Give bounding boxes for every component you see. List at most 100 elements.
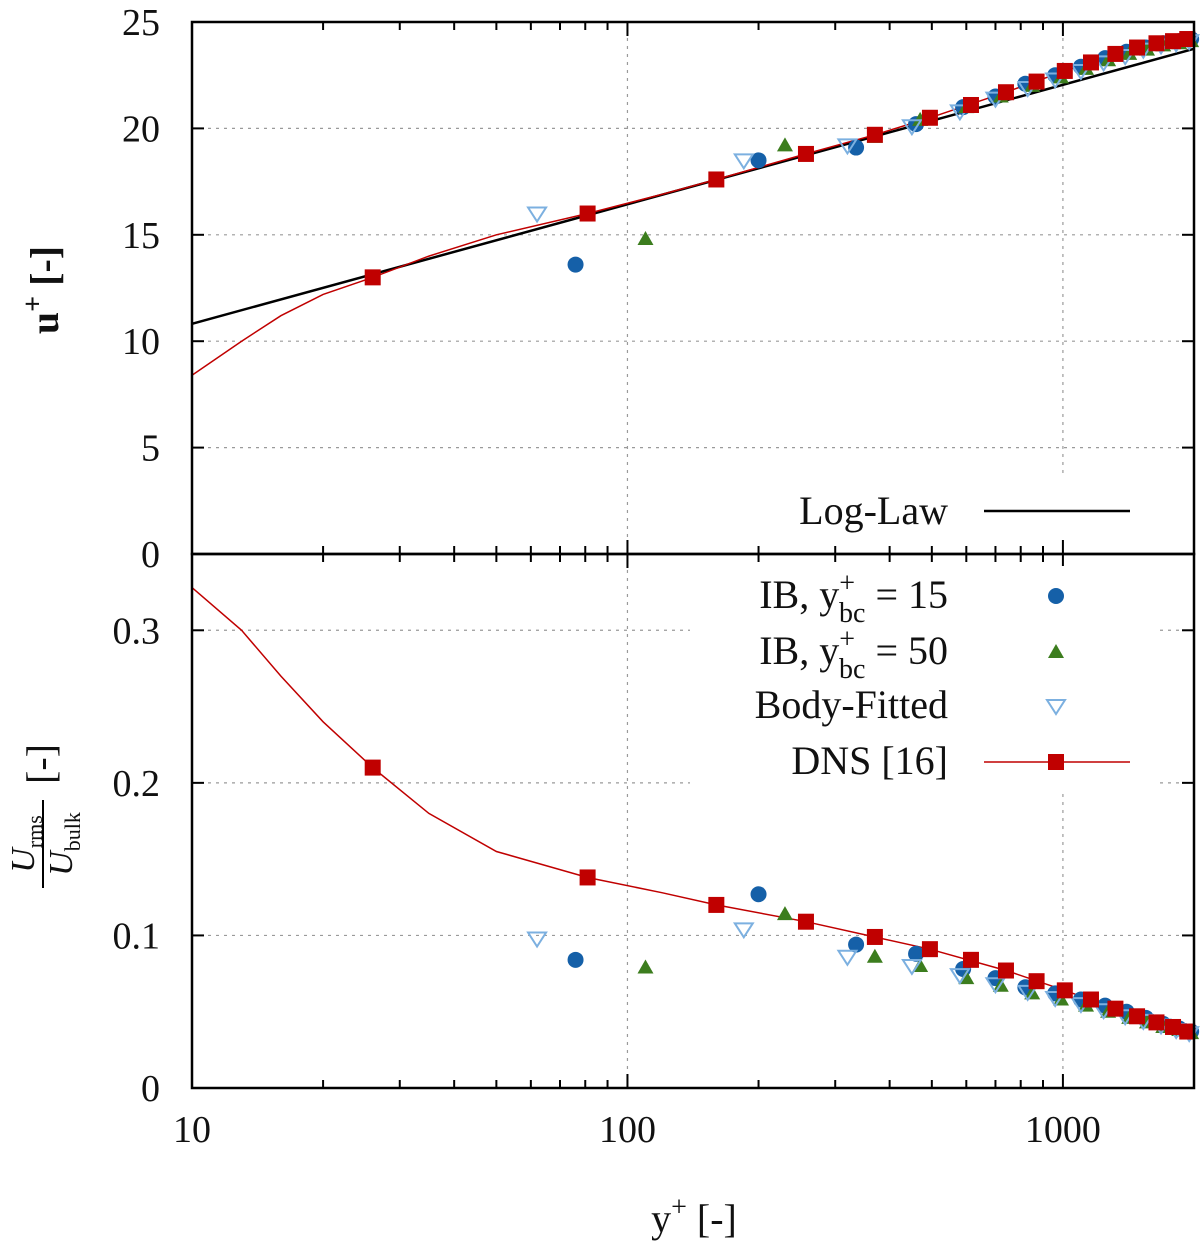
- bottom-legend-label-sup-1: +: [839, 624, 855, 655]
- top-series-2-point: [1044, 72, 1067, 90]
- bottom-legend-marker-0: [1048, 588, 1064, 604]
- top-y-axis-title-base: u: [22, 312, 67, 334]
- bottom-series-3-point: [1179, 1023, 1196, 1040]
- bottom-legend-label-3: DNS [16]: [791, 738, 948, 783]
- bottom-legend-bg: [690, 566, 1160, 792]
- x-tick-label: 1000: [1025, 1109, 1101, 1151]
- y-tick-label-top: 15: [122, 215, 160, 257]
- top-series-3-point: [1148, 35, 1165, 52]
- top-series-0-point: [750, 152, 767, 169]
- top-series-0-point: [848, 139, 865, 156]
- frame-layer: [190, 20, 1196, 1090]
- bottom-series-2-point: [732, 922, 755, 940]
- bottom-series-3-point: [1056, 982, 1073, 999]
- bottom-series-0-point: [908, 945, 925, 962]
- bottom-series-0-point: [750, 886, 767, 903]
- bottom-series-0-point: [567, 951, 584, 968]
- top-series-0-point: [567, 256, 584, 273]
- top-series-2-point: [1070, 63, 1092, 81]
- top-y-axis-title-unit: [-]: [22, 246, 67, 296]
- top-series-1-point: [776, 137, 793, 152]
- bottom-series-2-point: [901, 958, 923, 976]
- top-series-3-point: [866, 126, 883, 143]
- bottom-series-2-point: [1044, 990, 1067, 1008]
- top-series-2-point: [901, 119, 923, 137]
- bottom-y-axis-den-sub: bulk: [60, 812, 85, 851]
- bottom-legend-label-1: IB, y+ bc = 50: [759, 624, 948, 685]
- top-series-3-point: [364, 269, 381, 286]
- bottom-y-axis-num-base: U: [5, 846, 42, 873]
- top-series-2-point: [1092, 55, 1115, 73]
- bottom-legend-label-base-2: Body-Fitted: [755, 682, 948, 727]
- bottom-legend-marker-3: [1048, 754, 1064, 770]
- y-tick-label-top: 10: [122, 321, 160, 363]
- bottom-legend-label-sub-0: bc: [839, 598, 865, 629]
- bottom-series-3-point: [921, 941, 938, 958]
- bottom-series-3-point: [797, 913, 814, 930]
- top-series-3-point: [1107, 45, 1124, 62]
- bottom-y-axis-title-den: Ubulk: [43, 812, 85, 876]
- bottom-series-0-point: [848, 936, 865, 953]
- top-series-3-point: [997, 84, 1014, 101]
- x-axis-title: y+ [-]: [651, 1192, 737, 1241]
- top-series-3-point: [1028, 73, 1045, 90]
- top-legend-bg: [752, 476, 1152, 540]
- bottom-series-3-point: [997, 962, 1014, 979]
- bottom-series-1-point: [866, 948, 883, 963]
- y-tick-label-top: 5: [141, 428, 160, 470]
- bottom-legend-label-suffix-0: = 15: [865, 572, 948, 617]
- top-series-2-point: [732, 153, 755, 171]
- bottom-series-3-point: [1129, 1008, 1146, 1025]
- top-series-3-point: [962, 96, 979, 113]
- bottom-y-axis-title-num: Urms: [5, 815, 47, 873]
- bottom-series-3-point: [1148, 1014, 1165, 1031]
- bottom-legend-label-suffix-1: = 50: [865, 628, 948, 673]
- bottom-legend-label-base-1: IB, y: [759, 628, 839, 673]
- bottom-series-3-point: [1107, 1000, 1124, 1017]
- bottom-series-2-point: [836, 949, 859, 967]
- x-axis-title-sup: +: [671, 1192, 687, 1223]
- bottom-series-3-point: [1165, 1018, 1182, 1035]
- y-tick-label-bottom: 0.3: [113, 610, 161, 652]
- bottom-series-3-point: [1028, 973, 1045, 990]
- bottom-legend-label-base-0: IB, y: [759, 572, 839, 617]
- bottom-panel-frame: [190, 552, 1196, 1090]
- bottom-series-2-point: [949, 968, 971, 985]
- bottom-legend-label-sub-1: bc: [839, 654, 865, 685]
- bottom-y-axis-title-unit: [-]: [18, 744, 63, 784]
- top-series-3-point: [921, 109, 938, 126]
- bottom-legend-label-sup-0: +: [839, 568, 855, 599]
- top-series-3-point: [1165, 33, 1182, 50]
- bottom-legend-label-2: Body-Fitted: [755, 682, 948, 727]
- top-series-3-point: [1082, 54, 1099, 71]
- bottom-legend-label-0: IB, y+ bc = 15: [759, 568, 948, 629]
- top-series-2-point: [526, 206, 548, 224]
- y-tick-label-top: 20: [122, 108, 160, 150]
- x-tick-label: 10: [173, 1109, 211, 1151]
- bottom-series-3-point: [708, 896, 725, 913]
- bottom-series-3-point: [579, 869, 596, 886]
- bottom-series-3-point: [962, 951, 979, 968]
- bottom-series-2-point: [526, 931, 548, 949]
- top-series-3-point: [797, 145, 814, 162]
- bottom-series-3-point: [1082, 991, 1099, 1008]
- top-series-3-point: [579, 205, 596, 222]
- bottom-legend-marker-2: [1045, 699, 1067, 716]
- bottom-legend-marker-1: [1048, 644, 1064, 658]
- top-series-2-point: [836, 138, 859, 156]
- y-tick-label-top: 25: [122, 2, 160, 44]
- top-legend-label-log-law: Log-Law: [799, 488, 948, 533]
- bottom-series-2-point: [1016, 984, 1039, 1002]
- y-tick-label-top: 0: [141, 534, 160, 576]
- x-tick-label: 100: [599, 1109, 656, 1151]
- y-tick-label-bottom: 0: [141, 1068, 160, 1110]
- bottom-y-axis-den-base: U: [43, 849, 80, 876]
- top-y-axis-title-sup: +: [18, 296, 49, 312]
- x-axis-title-base: y: [651, 1196, 671, 1241]
- bottom-legend-label-base-3: DNS [16]: [791, 738, 948, 783]
